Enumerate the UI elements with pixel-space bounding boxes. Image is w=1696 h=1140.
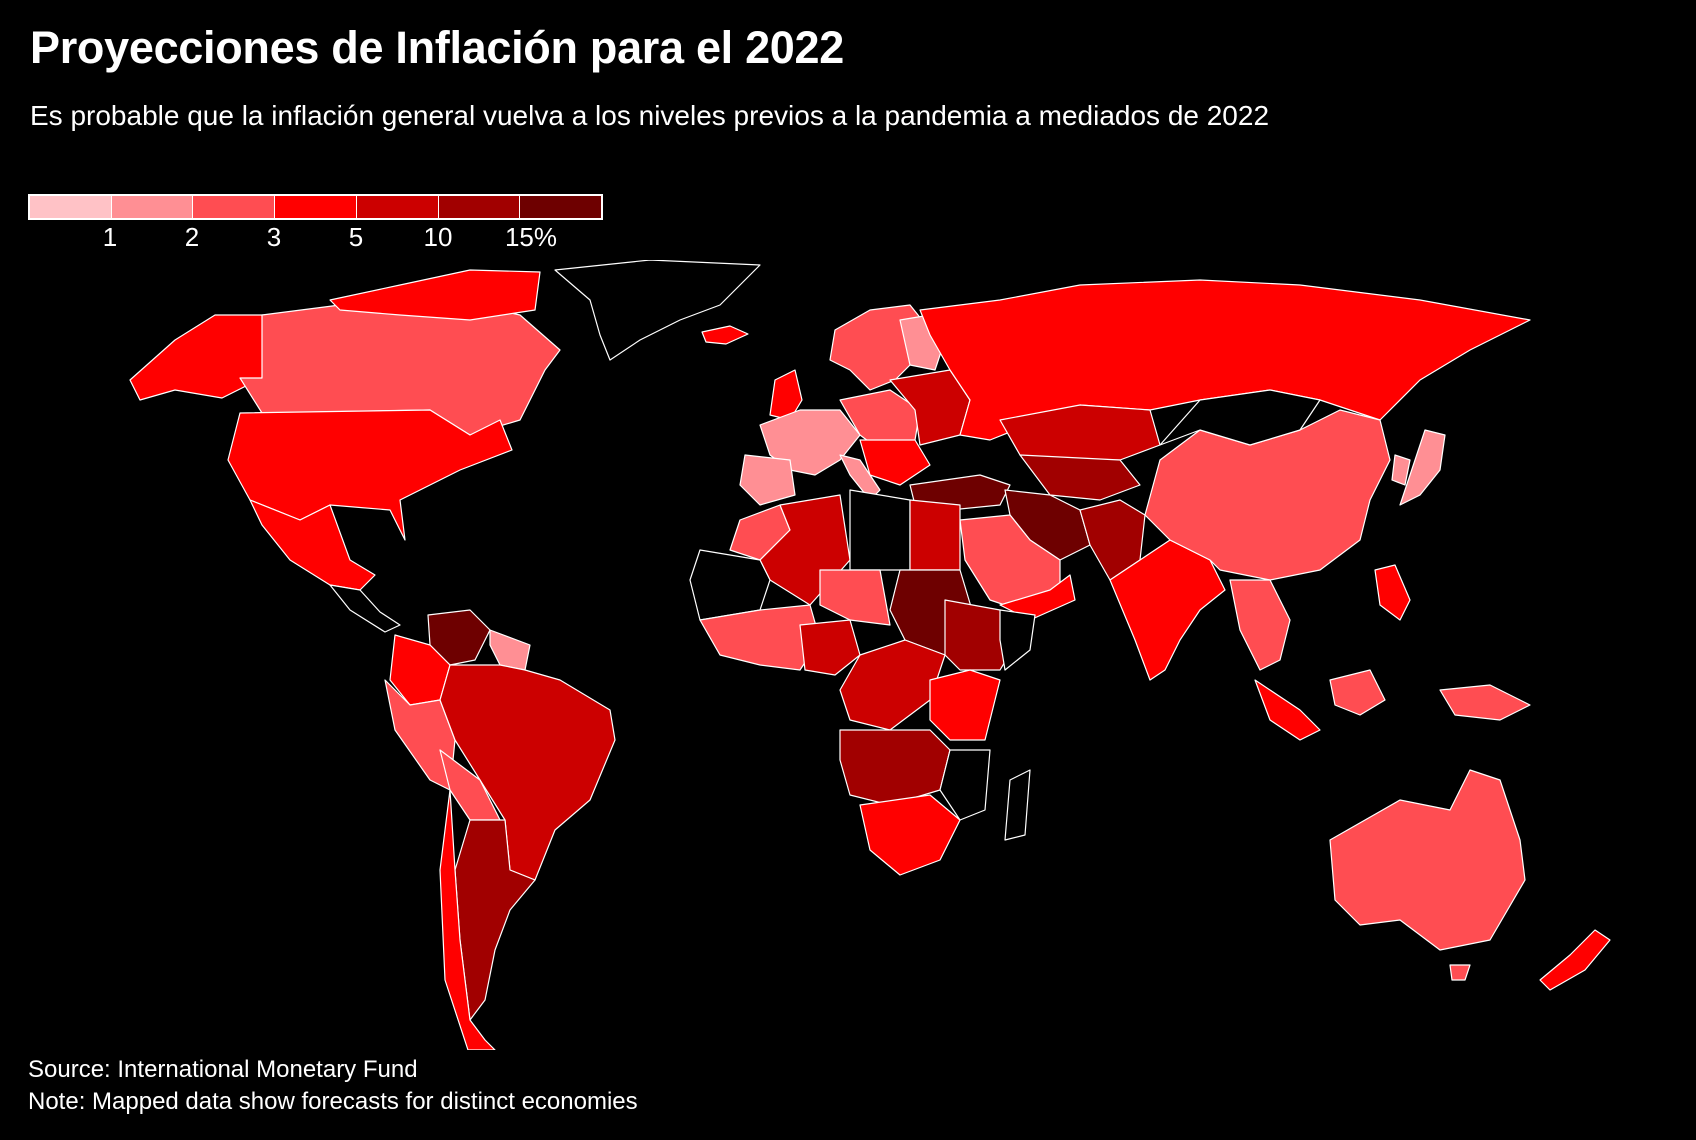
region-central-america [329,584,401,633]
legend-swatch-6 [520,196,602,218]
legend-swatch-4 [356,196,439,218]
region-nigeria [799,619,861,676]
page-title: Proyecciones de Inflación para el 2022 [30,22,844,73]
region-india [1109,539,1226,681]
legend-bar [28,194,603,220]
legend-swatch-2 [193,196,276,218]
region-australia [1329,769,1526,951]
region-alaska [129,314,266,401]
region-iceland [701,325,749,345]
region-japan [1399,429,1446,506]
region-brazil [439,664,616,881]
legend-tick-1: 1 [102,222,118,252]
legend-tick-5: 5 [348,222,364,252]
legend-tick-2: 2 [184,222,200,252]
region-indonesia-central [1329,669,1386,716]
region-mexico [249,499,376,591]
region-greenland [554,260,761,361]
region-new-zealand [1539,929,1611,991]
region-chile [439,789,496,1050]
legend-tick-15: 15% [504,222,558,252]
region-korea [1391,454,1411,486]
footnote: Note: Mapped data show forecasts for dis… [28,1088,638,1115]
region-horn [999,609,1036,671]
region-chad-niger [819,569,891,626]
region-east-africa [929,669,1001,741]
world-map [129,260,1611,1050]
region-tasmania [1449,964,1471,981]
region-uk [769,369,803,421]
region-canada-arctic [329,269,541,321]
region-central-asia [1019,454,1141,501]
region-mongolia [1159,389,1321,446]
region-iberia [739,454,796,506]
region-guianas [489,629,531,671]
region-indonesia-west [1254,679,1321,741]
page-subtitle: Es probable que la inflación general vue… [30,100,1270,131]
region-balkans [859,439,931,486]
region-southeast-asia [1229,579,1291,671]
source-note: Source: International Monetary Fund [28,1056,418,1083]
region-angola-zambia [839,729,951,806]
color-legend: 1 2 3 5 10 15% [28,194,603,252]
legend-swatch-5 [438,196,521,218]
region-southern-africa [859,794,961,876]
region-central-africa [839,639,946,731]
legend-swatch-3 [275,196,357,218]
region-west-sahel [689,549,771,621]
region-new-guinea [1439,684,1531,721]
region-madagascar [1004,769,1031,841]
region-egypt [909,499,961,571]
legend-tick-3: 3 [266,222,282,252]
legend-swatch-0 [30,196,112,218]
region-mozambique [939,749,991,821]
region-libya [849,489,911,571]
region-philippines [1374,564,1411,621]
legend-swatch-1 [111,196,194,218]
legend-tick-10: 10 [423,222,453,252]
